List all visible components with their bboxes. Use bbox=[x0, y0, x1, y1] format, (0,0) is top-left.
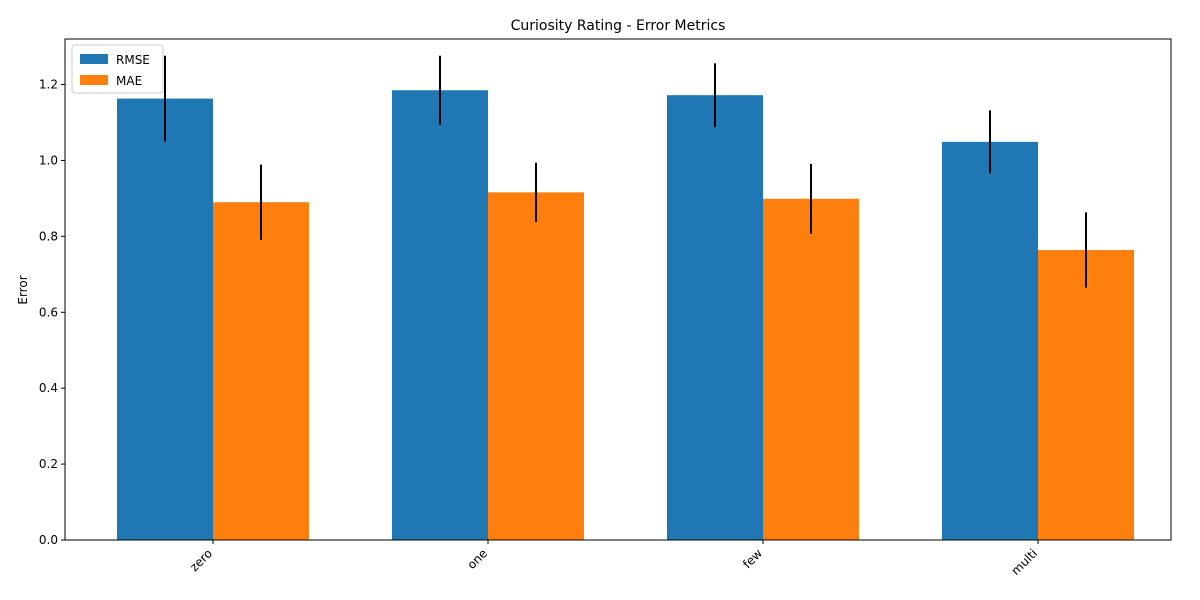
legend-swatch-mae bbox=[80, 75, 108, 85]
bar-mae-zero bbox=[213, 202, 309, 541]
bar-rmse-zero bbox=[117, 98, 213, 541]
bar-mae-multi bbox=[1038, 250, 1134, 540]
bar-rmse-multi bbox=[942, 141, 1038, 540]
y-tick-label: 0.4 bbox=[39, 381, 58, 395]
legend-swatch-rmse bbox=[80, 54, 108, 64]
x-tick-label-multi: multi bbox=[1009, 546, 1041, 578]
x-tick-label-zero: zero bbox=[187, 546, 215, 574]
bar-mae-few bbox=[763, 198, 859, 540]
y-tick-label: 0.6 bbox=[39, 305, 58, 319]
y-tick-label: 1.0 bbox=[39, 153, 58, 167]
legend-label-rmse: RMSE bbox=[116, 53, 150, 67]
y-tick-label: 0.8 bbox=[39, 229, 58, 243]
x-tick-label-few: few bbox=[740, 546, 765, 571]
axes-frame bbox=[64, 38, 1172, 541]
y-tick-label: 1.2 bbox=[39, 78, 58, 92]
bar-rmse-few bbox=[667, 95, 763, 540]
legend: RMSE MAE bbox=[71, 44, 164, 94]
legend-label-mae: MAE bbox=[116, 74, 142, 88]
x-tick-label-one: one bbox=[464, 546, 490, 572]
bar-mae-one bbox=[488, 192, 584, 540]
chart-title: Curiosity Rating - Error Metrics bbox=[511, 18, 726, 34]
plot-area: 0.0 0.2 0.4 0.6 0.8 1.0 1.2 zero one few multi bbox=[39, 38, 1172, 578]
y-axis-label: Error bbox=[16, 275, 30, 304]
y-tick-label: 0.0 bbox=[39, 533, 58, 547]
y-tick-label: 0.2 bbox=[39, 457, 58, 471]
bar-rmse-one bbox=[392, 90, 488, 540]
